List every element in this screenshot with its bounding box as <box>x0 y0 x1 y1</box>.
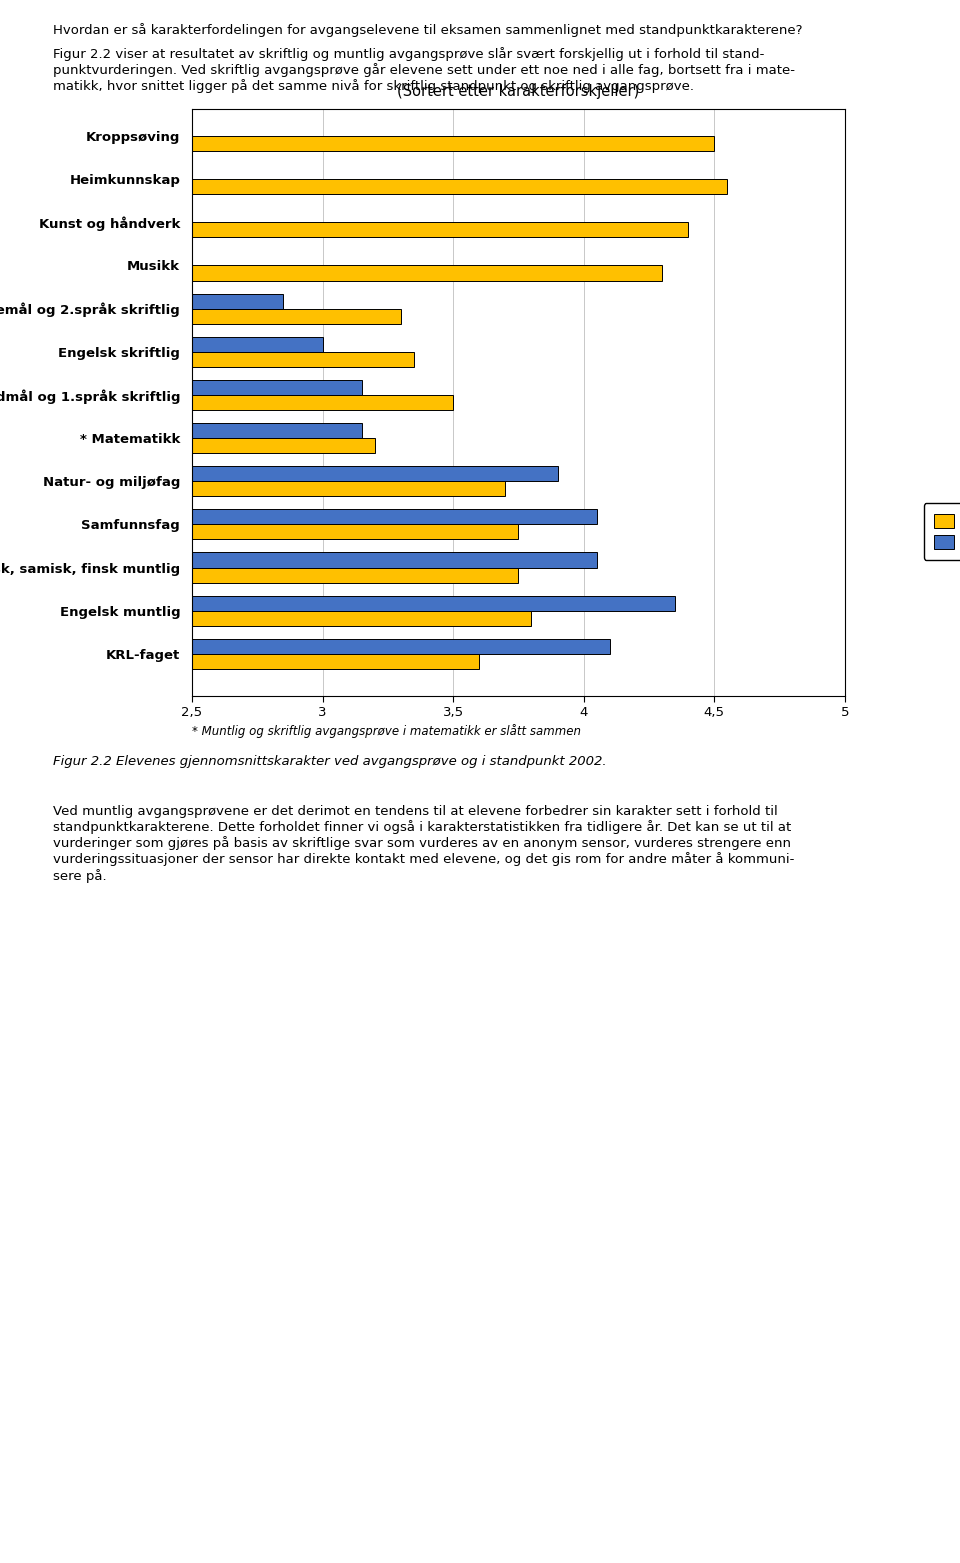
Bar <box>192 380 362 395</box>
Bar <box>192 180 728 194</box>
Bar <box>192 639 610 653</box>
Bar <box>192 552 597 567</box>
Bar <box>192 294 283 308</box>
Bar <box>192 136 714 152</box>
Text: Figur 2.2 viser at resultatet av skriftlig og muntlig avgangsprøve slår svært fo: Figur 2.2 viser at resultatet av skriftl… <box>53 47 795 94</box>
Bar <box>192 308 401 324</box>
Bar <box>192 466 558 481</box>
Legend: St.pkt., Avg.pr.: St.pkt., Avg.pr. <box>924 503 960 560</box>
Bar <box>192 510 597 524</box>
Title: (Sortert etter karakterforskjeller): (Sortert etter karakterforskjeller) <box>397 83 639 98</box>
Bar <box>192 611 532 625</box>
Bar <box>192 438 374 453</box>
Bar <box>192 352 414 367</box>
Text: Hvordan er så karakterfordelingen for avgangselevene til eksamen sammenlignet me: Hvordan er så karakterfordelingen for av… <box>53 23 803 38</box>
Text: Ved muntlig avgangsprøvene er det derimot en tendens til at elevene forbedrer si: Ved muntlig avgangsprøvene er det derimo… <box>53 805 794 883</box>
Bar <box>192 424 362 438</box>
Bar <box>192 336 323 352</box>
Bar <box>192 653 479 669</box>
Text: Figur 2.2 Elevenes gjennomsnittskarakter ved avgangsprøve og i standpunkt 2002.: Figur 2.2 Elevenes gjennomsnittskarakter… <box>53 755 607 767</box>
Bar <box>192 266 662 281</box>
Bar <box>192 222 688 238</box>
Bar <box>192 567 518 583</box>
Bar <box>192 395 453 410</box>
Text: * Muntlig og skriftlig avgangsprøve i matematikk er slått sammen: * Muntlig og skriftlig avgangsprøve i ma… <box>192 724 581 738</box>
Bar <box>192 481 505 497</box>
Bar <box>192 524 518 539</box>
Bar <box>192 596 675 611</box>
